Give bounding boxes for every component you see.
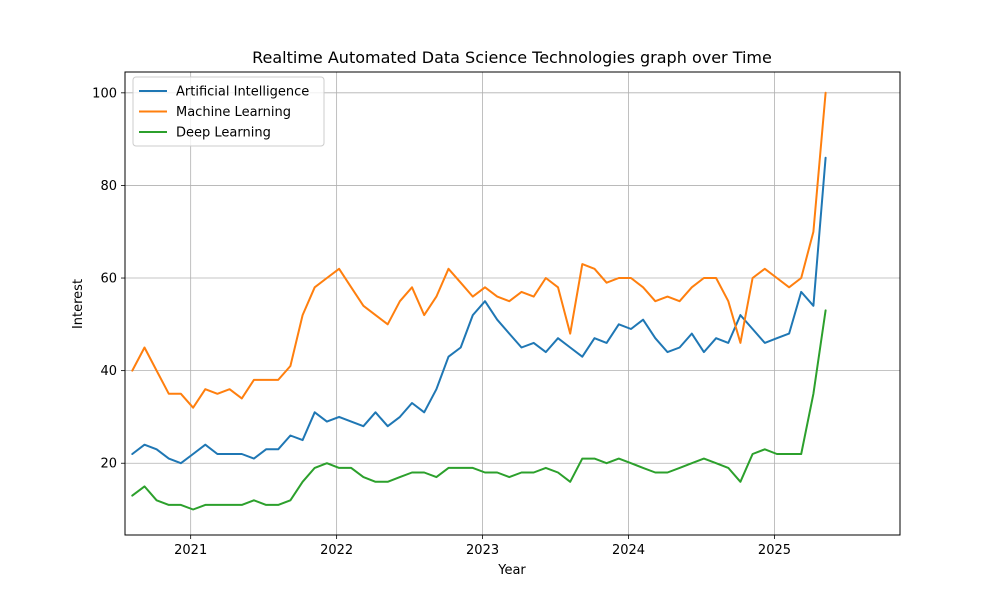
x-tick-label: 2023 (466, 543, 499, 558)
y-tick-label: 40 (100, 364, 117, 379)
legend-label: Deep Learning (176, 126, 271, 141)
series-line-1 (131, 156, 827, 465)
chart-title: Realtime Automated Data Science Technolo… (252, 48, 772, 67)
axis-ticks: 2021 2022 2023 2024 2025 20 40 60 80 100 (92, 86, 791, 558)
y-tick-label: 100 (92, 86, 117, 101)
series-line-2 (131, 91, 827, 409)
series-lines (131, 91, 827, 511)
x-axis-label: Year (497, 563, 526, 578)
x-tick-label: 2024 (612, 543, 645, 558)
legend-label: Artificial Intelligence (176, 85, 309, 100)
legend-label: Machine Learning (176, 105, 291, 120)
legend: Artificial Intelligence Machine Learning D… (132, 76, 325, 147)
legend-box (132, 76, 325, 147)
x-tick-label: 2022 (320, 543, 353, 558)
series-line-3 (131, 309, 827, 511)
y-tick-label: 20 (100, 457, 117, 472)
y-tick-label: 80 (100, 179, 117, 194)
x-tick-label: 2025 (758, 543, 791, 558)
y-tick-label: 60 (100, 272, 117, 287)
y-axis-label: Interest (71, 279, 86, 329)
plot-frame (124, 71, 901, 536)
x-tick-label: 2021 (174, 543, 207, 558)
